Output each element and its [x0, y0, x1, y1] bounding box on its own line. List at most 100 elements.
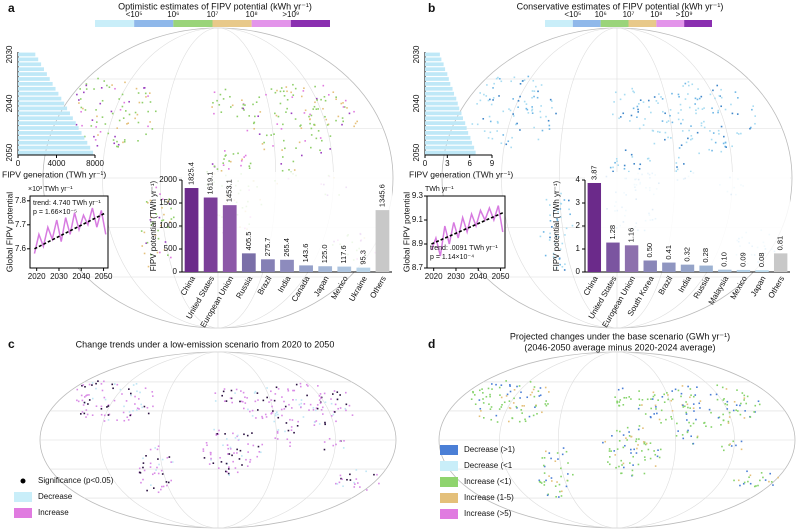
- map-pixel: [554, 460, 557, 463]
- map-pixel: [276, 123, 279, 125]
- map-pixel: [340, 477, 342, 480]
- map-pixel: [613, 101, 615, 103]
- map-pixel: [560, 490, 563, 493]
- map-pixel: [543, 472, 546, 474]
- map-pixel: [137, 92, 140, 94]
- map-pixel: [545, 115, 547, 118]
- map-pixel: [108, 86, 111, 89]
- map-pixel: [551, 226, 553, 228]
- map-pixel: [292, 160, 295, 163]
- map-pixel: [308, 409, 310, 411]
- map-pixel: [755, 485, 757, 487]
- map-pixel: [550, 477, 553, 479]
- map-pixel: [642, 101, 645, 103]
- x-tick-label: 2040: [469, 272, 487, 281]
- value-label: 1825.4: [187, 162, 196, 185]
- map-pixel: [482, 392, 484, 394]
- map-pixel: [234, 437, 237, 439]
- map-pixel: [300, 406, 302, 409]
- map-pixel: [146, 489, 148, 492]
- map-pixel: [242, 107, 245, 110]
- map-pixel: [498, 386, 501, 389]
- map-pixel: [324, 401, 327, 404]
- map-pixel: [208, 463, 211, 465]
- map-pixel: [297, 420, 299, 423]
- map-pixel: [129, 414, 132, 417]
- map-pixel: [222, 164, 225, 167]
- map-pixel: [91, 382, 94, 384]
- panel-label: c: [8, 337, 15, 351]
- map-pixel: [309, 113, 311, 116]
- map-pixel: [659, 131, 661, 134]
- map-pixel: [132, 410, 134, 412]
- map-pixel: [721, 445, 723, 448]
- map-pixel: [299, 385, 302, 388]
- map-pixel: [724, 145, 726, 148]
- map-pixel: [559, 263, 561, 266]
- map-pixel: [488, 115, 491, 118]
- map-pixel: [274, 393, 277, 395]
- map-pixel: [548, 239, 551, 241]
- bar: [261, 259, 275, 272]
- map-pixel: [608, 463, 611, 466]
- y-tick-label: 0: [173, 267, 178, 276]
- map-pixel: [532, 79, 535, 82]
- map-pixel: [664, 138, 666, 141]
- x-tick-label: Others: [368, 275, 388, 300]
- map-pixel: [495, 77, 498, 80]
- map-pixel: [223, 158, 225, 160]
- map-pixel: [149, 199, 152, 202]
- map-pixel: [559, 208, 562, 210]
- map-pixel: [508, 407, 511, 409]
- map-pixel: [312, 407, 315, 409]
- map-pixel: [768, 480, 770, 483]
- map-pixel: [664, 112, 666, 115]
- map-pixel: [541, 411, 543, 414]
- map-pixel: [155, 469, 157, 471]
- map-pixel: [238, 438, 240, 441]
- map-pixel: [123, 101, 126, 104]
- map-pixel: [519, 82, 522, 85]
- map-pixel: [728, 416, 731, 418]
- map-pixel: [143, 231, 146, 234]
- map-pixel: [703, 126, 706, 129]
- map-pixel: [315, 97, 318, 100]
- map-pixel: [637, 428, 640, 431]
- map-pixel: [732, 440, 735, 443]
- map-pixel: [743, 394, 746, 397]
- map-pixel: [649, 457, 652, 460]
- map-pixel: [646, 398, 649, 401]
- map-pixel: [339, 440, 342, 443]
- y-tick-label: 3: [576, 198, 581, 207]
- bar: [699, 265, 713, 272]
- bar: [222, 205, 237, 272]
- map-pixel: [730, 103, 732, 106]
- map-pixel: [211, 163, 214, 165]
- map-pixel: [91, 119, 94, 121]
- map-pixel: [735, 444, 737, 447]
- map-pixel: [202, 450, 205, 452]
- bar: [425, 121, 466, 125]
- map-pixel: [715, 393, 718, 396]
- map-pixel: [217, 467, 220, 469]
- map-pixel: [531, 96, 533, 99]
- map-pixel: [334, 403, 337, 406]
- map-pixel: [215, 433, 218, 435]
- map-pixel: [236, 448, 238, 451]
- x-tick-label: Japan: [749, 275, 768, 298]
- map-pixel: [315, 420, 318, 422]
- map-pixel: [641, 399, 644, 401]
- bar: [18, 135, 85, 140]
- map-pixel: [754, 411, 756, 413]
- map-pixel: [137, 140, 139, 142]
- map-pixel: [556, 266, 558, 269]
- map-pixel: [730, 445, 733, 447]
- map-pixel: [152, 405, 154, 408]
- map-pixel: [290, 112, 293, 115]
- map-pixel: [695, 109, 697, 112]
- map-pixel: [277, 413, 279, 416]
- map-pixel: [731, 112, 734, 115]
- map-pixel: [547, 403, 549, 405]
- map-pixel: [256, 455, 259, 458]
- map-pixel: [103, 380, 105, 383]
